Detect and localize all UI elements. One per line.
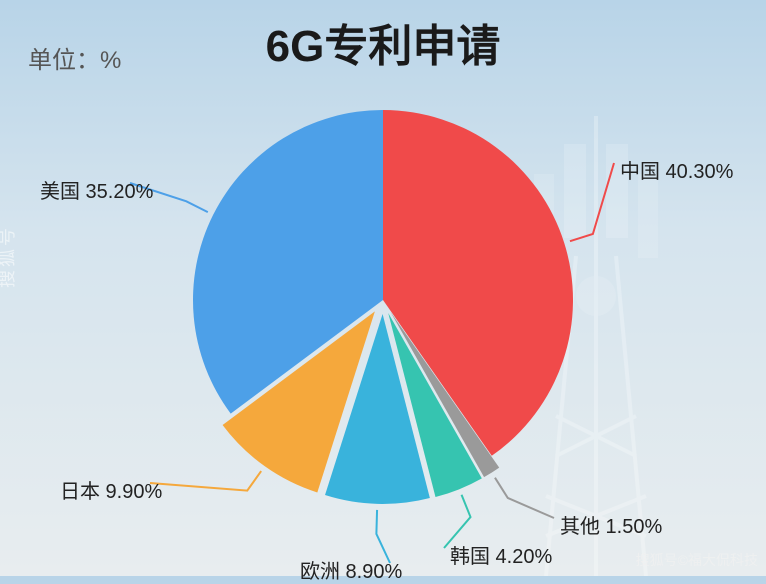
leader-line bbox=[150, 471, 261, 491]
watermark-bottom-right: 搜狐号©福大侃科技 bbox=[636, 550, 758, 570]
slice-label: 美国 35.20% bbox=[40, 175, 153, 204]
slice-label: 其他 1.50% bbox=[560, 510, 662, 539]
watermark-left: 搜狐号 bbox=[0, 225, 19, 288]
slice-label: 欧洲 8.90% bbox=[300, 555, 402, 584]
pie-slice bbox=[383, 110, 573, 456]
slice-label: 日本 9.90% bbox=[60, 475, 162, 504]
leader-line bbox=[495, 478, 554, 518]
leader-line bbox=[570, 163, 614, 241]
slice-label: 中国 40.30% bbox=[620, 155, 733, 184]
slice-label: 韩国 4.20% bbox=[450, 540, 552, 569]
